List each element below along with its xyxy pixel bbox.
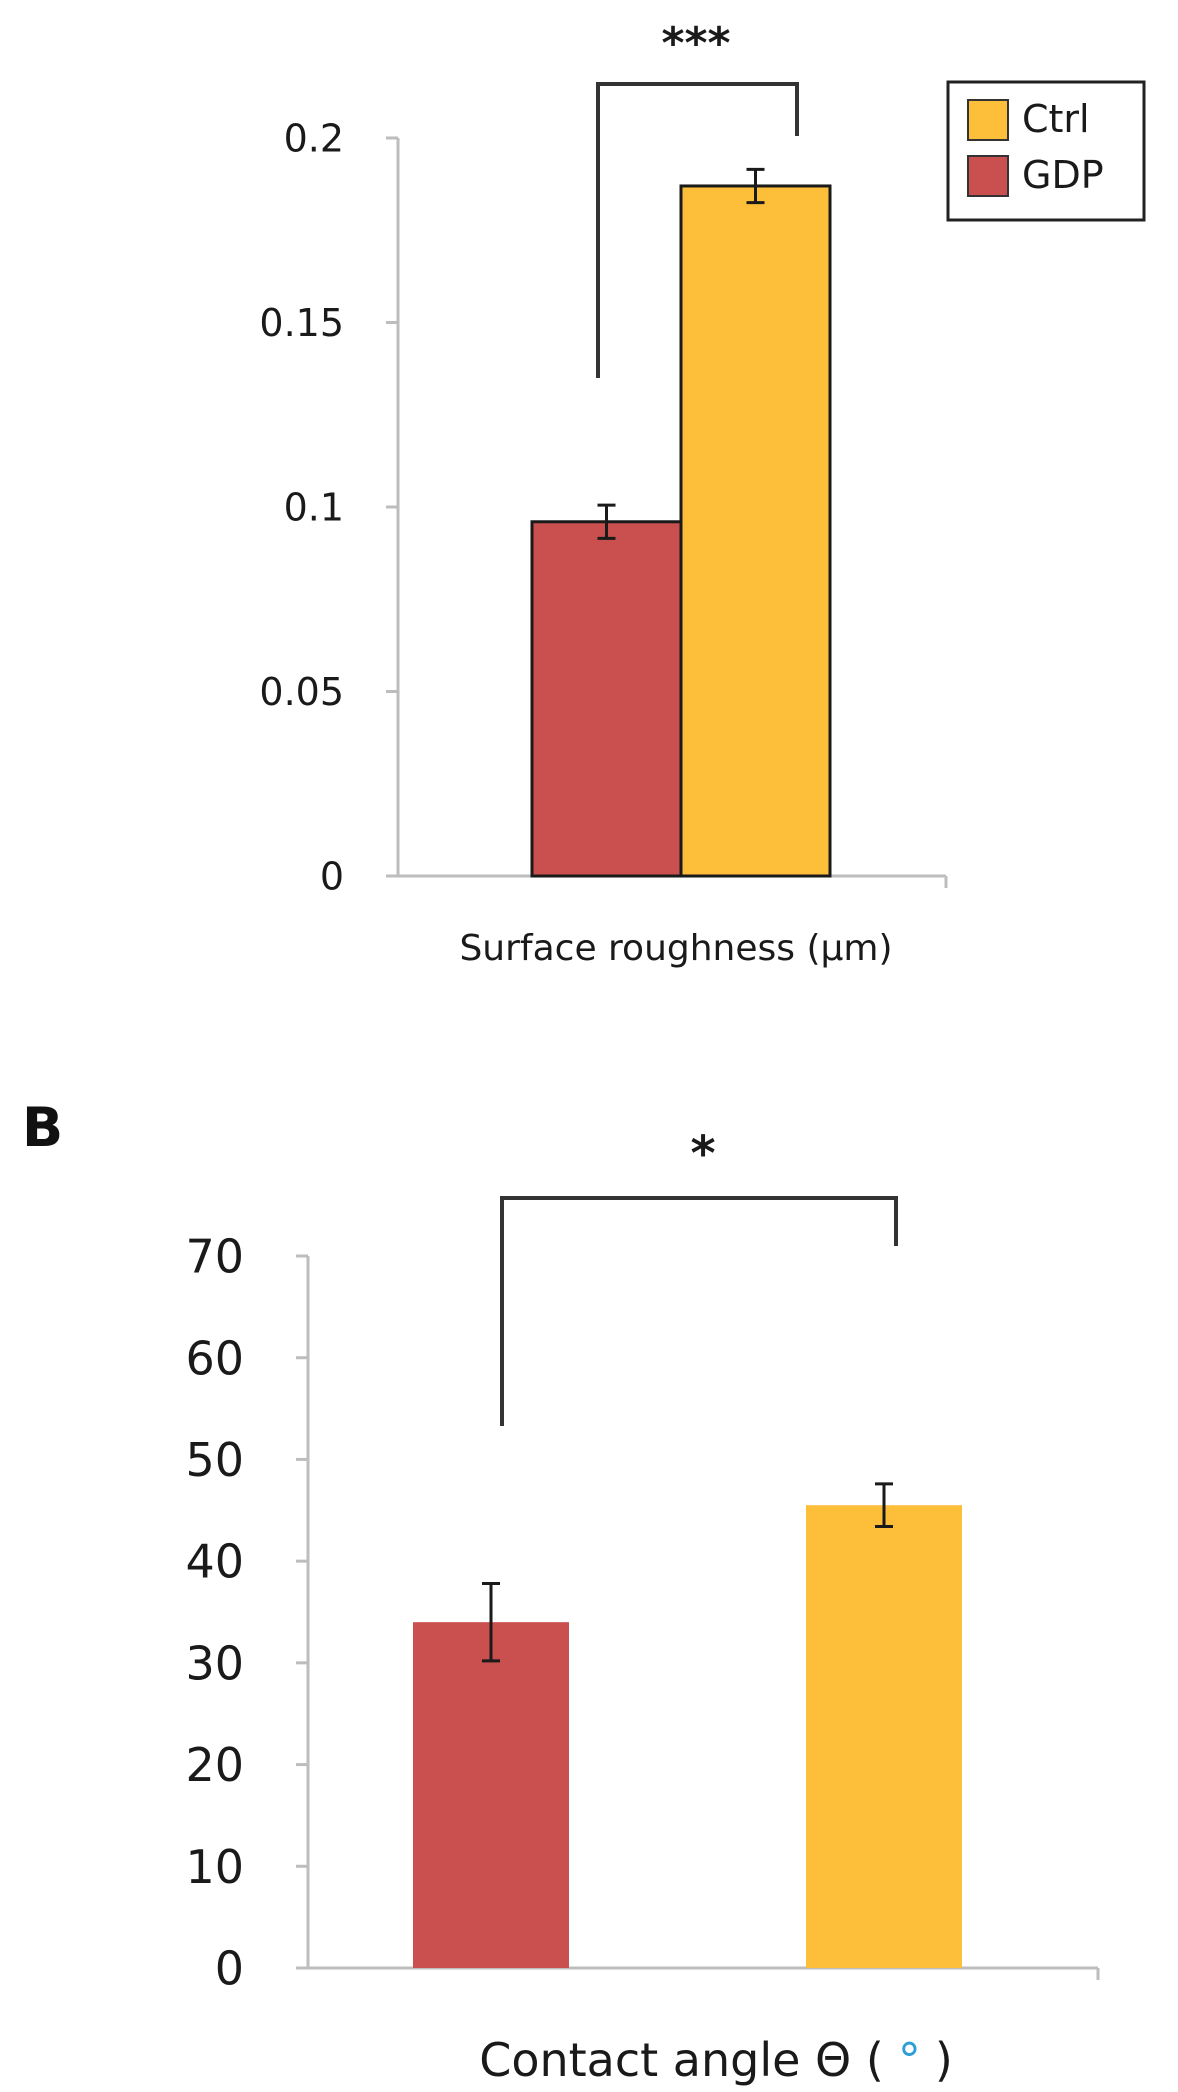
y-tick-label: 0 bbox=[215, 1942, 244, 1996]
y-tick-label: 20 bbox=[185, 1738, 244, 1792]
y-tick-label: 0.15 bbox=[259, 301, 344, 345]
y-tick-label: 0.2 bbox=[284, 117, 344, 161]
y-tick-label: 0 bbox=[320, 855, 344, 899]
legend-label-gdp: GDP bbox=[1022, 153, 1104, 197]
chart-contact-angle: 0 10 20 30 40 50 60 70 * Contact angle Θ ( °) bbox=[185, 1126, 1100, 2087]
bar-ctrl bbox=[806, 1505, 962, 1968]
chart-b-x-axis-label-text: Contact angle Θ ( bbox=[479, 2033, 884, 2087]
legend-swatch-gdp bbox=[967, 155, 1009, 197]
chart-b-significance-stars: * bbox=[690, 1126, 715, 1182]
chart-a-x-axis-label: Surface roughness (µm) bbox=[459, 928, 892, 969]
chart-a-error-bars bbox=[597, 167, 765, 540]
chart-a-significance: *** bbox=[596, 18, 799, 378]
bar-gdp bbox=[530, 520, 683, 878]
chart-a-y-tick-labels: 0 0.05 0.1 0.15 0.2 bbox=[259, 117, 344, 899]
chart-b-x-axis-label: Contact angle Θ ( °) bbox=[479, 2033, 953, 2087]
legend-label-ctrl: Ctrl bbox=[1022, 97, 1090, 141]
y-tick-label: 50 bbox=[185, 1433, 244, 1487]
chart-b-x-axis-label-close: ) bbox=[935, 2033, 953, 2087]
bar-gdp bbox=[413, 1622, 569, 1968]
y-tick-label: 40 bbox=[185, 1535, 244, 1589]
y-tick-label: 0.05 bbox=[259, 670, 344, 714]
chart-a-significance-stars: *** bbox=[661, 18, 730, 69]
chart-surface-roughness: 0 0.05 0.1 0.15 0.2 *** Surface roughness (µ… bbox=[259, 18, 1146, 969]
y-tick-label: 0.1 bbox=[284, 486, 344, 530]
chart-a-legend: Ctrl GDP bbox=[946, 80, 1146, 222]
chart-a-significance-bracket bbox=[596, 82, 799, 378]
legend-swatch-ctrl bbox=[967, 99, 1009, 141]
chart-b-significance-bracket bbox=[500, 1196, 898, 1426]
y-tick-label: 10 bbox=[185, 1840, 244, 1894]
chart-b-bars bbox=[413, 1505, 962, 1968]
bar-ctrl bbox=[679, 184, 832, 878]
y-tick-label: 60 bbox=[185, 1331, 244, 1385]
chart-a-bars bbox=[530, 184, 832, 878]
y-tick-label: 70 bbox=[185, 1230, 244, 1284]
chart-b-y-tick-labels: 0 10 20 30 40 50 60 70 bbox=[185, 1230, 244, 1996]
degree-symbol: ° bbox=[898, 2033, 921, 2087]
y-tick-label: 30 bbox=[185, 1636, 244, 1690]
chart-b-error-bars bbox=[482, 1482, 893, 1663]
chart-b-significance: * bbox=[500, 1126, 898, 1426]
panel-label-b: B bbox=[22, 1096, 63, 1159]
